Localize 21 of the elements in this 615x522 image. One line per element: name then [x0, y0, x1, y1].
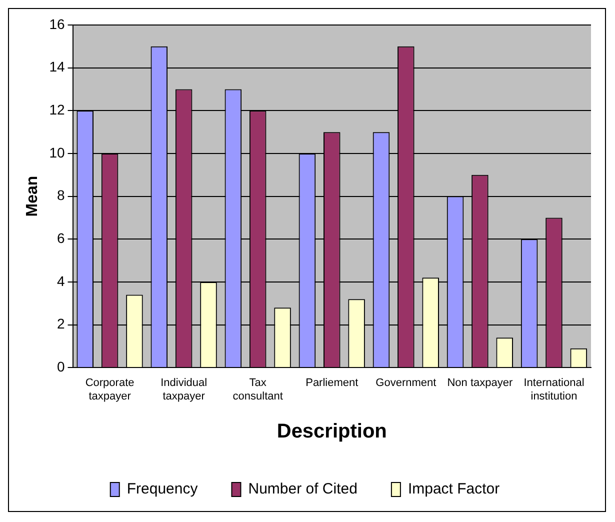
y-tick-label: 8 — [56, 187, 65, 204]
legend-label: Frequency — [126, 480, 198, 498]
y-tick-label: 16 — [49, 16, 65, 32]
legend-label: Impact Factor — [408, 480, 500, 498]
x-tick-label: Parliement — [306, 377, 358, 390]
y-tick-label: 10 — [49, 144, 65, 160]
x-tick-label: Tax consultant — [232, 377, 283, 402]
y-tick-label: 0 — [56, 358, 65, 374]
y-tick-label: 4 — [56, 272, 65, 289]
y-tick-label: 6 — [56, 230, 65, 246]
y-axis-title: Mean — [24, 176, 42, 217]
x-axis-title: Description — [276, 420, 387, 443]
x-tick-label: International institution — [524, 377, 584, 402]
y-tick-label: 2 — [56, 316, 65, 332]
x-tick-label: Government — [376, 377, 436, 390]
x-tick-label: Non taxpayer — [447, 377, 513, 390]
y-tick-label: 12 — [49, 102, 65, 118]
x-tick-label: Individual taxpayer — [160, 377, 208, 402]
y-tick-label: 14 — [49, 58, 65, 75]
legend-label: Number of Cited — [248, 480, 358, 498]
x-tick-label: Corporate taxpayer — [85, 377, 134, 402]
